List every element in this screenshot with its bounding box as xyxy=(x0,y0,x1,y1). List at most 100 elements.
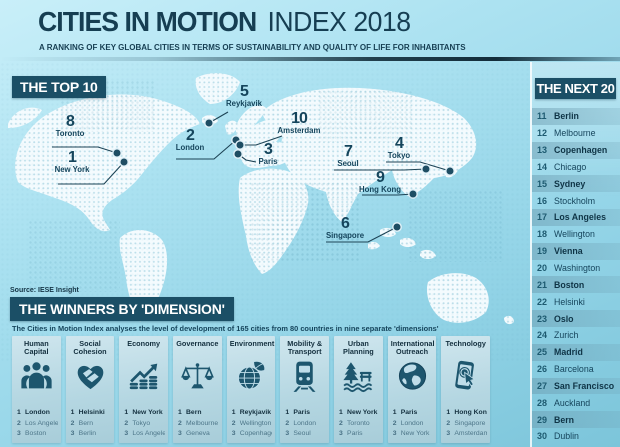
rank-city: Hong Kong xyxy=(454,409,487,417)
rank-number: 2 xyxy=(285,419,290,427)
dimension-rankings: 1 Helsinki 2 Bern 3 Berlin xyxy=(69,408,112,440)
heart-hands-icon xyxy=(74,358,107,394)
city-marker-new-york xyxy=(119,157,129,167)
next20-item-oslo: 23 Oslo xyxy=(532,310,620,327)
dimensions-section-title: THE WINNERS BY 'DIMENSION' xyxy=(10,297,234,321)
ranking-row: 1 Paris xyxy=(391,408,434,419)
city-name: Amsterdam xyxy=(277,126,321,136)
city-name: Vienna xyxy=(554,246,583,257)
rank-number: 14 xyxy=(537,161,548,172)
rank-number: 2 xyxy=(339,419,343,427)
ranking-row: 2 Melbourne xyxy=(176,419,219,430)
dimension-title: Economy xyxy=(127,339,161,348)
phone-touch-icon xyxy=(449,358,482,394)
rank-number: 28 xyxy=(537,397,548,408)
rank-number: 1 xyxy=(124,409,129,417)
header-divider xyxy=(0,57,620,61)
next20-sidebar: THE NEXT 20 11 Berlin 12 Melbourne 13 Copenha… xyxy=(530,62,620,447)
dimensions-subtitle: The Cities in Motion Index analyses the … xyxy=(12,324,439,333)
city-name: Madrid xyxy=(554,347,583,358)
rank-number: 25 xyxy=(537,347,548,358)
ranking-row: 1 Bern xyxy=(176,408,219,419)
dimension-rankings: 1 London 2 Los Angeles 3 Boston xyxy=(15,408,58,440)
city-marker-toronto xyxy=(112,148,122,158)
rank-city: London xyxy=(400,419,424,427)
rank-city: Seoul xyxy=(293,430,311,438)
ranking-row: 3 New York xyxy=(391,429,434,440)
rank-city: London xyxy=(25,409,50,417)
dimension-rankings: 1Reykjavik2Wellington3Copenhagen xyxy=(230,408,273,440)
city-rank: 5 xyxy=(240,83,249,100)
ranking-row: 1 New York xyxy=(337,408,380,419)
rank-number: 2 xyxy=(446,419,451,427)
rank-city: Wellington xyxy=(239,419,272,427)
next20-item-madrid: 25 Madrid xyxy=(532,343,620,361)
next20-item-stockholm: 16 Stockholm xyxy=(532,192,620,209)
dimension-rankings: 1 Bern 2 Melbourne 3 Geneva xyxy=(176,408,219,440)
dimension-title: Environment xyxy=(229,339,275,348)
rank-number: 17 xyxy=(537,212,548,223)
rank-city: Amsterdam xyxy=(454,430,488,438)
dimension-rankings: 1 Paris 2 London 3 New York xyxy=(391,408,434,440)
rank-city: Paris xyxy=(347,430,363,438)
rank-number: 26 xyxy=(537,364,548,375)
rank-city: Berlin xyxy=(78,430,97,438)
next20-item-berlin: 11 Berlin xyxy=(532,108,620,125)
city-label-hong-kong: 9 Hong Kong xyxy=(359,169,401,193)
connector-line-tokyo xyxy=(386,161,451,172)
rank-city: New York xyxy=(132,409,163,417)
source-value: IESE Insight xyxy=(38,287,79,294)
city-name: Sydney xyxy=(554,178,586,189)
rank-city: Paris xyxy=(293,409,310,417)
world-map-svg xyxy=(8,73,514,325)
rank-city: Los Angeles xyxy=(25,419,58,427)
city-name: Barcelona xyxy=(554,364,594,375)
city-name: Seoul xyxy=(337,159,359,169)
rank-number: 29 xyxy=(537,414,548,425)
ranking-row: 2 London xyxy=(283,419,326,430)
city-rank: 10 xyxy=(291,110,308,127)
city-name: Singapore xyxy=(325,231,365,241)
dimension-title: Governance xyxy=(176,339,219,348)
dimension-title: International Outreach xyxy=(390,339,435,357)
globe-leaf-icon xyxy=(235,358,268,394)
city-rank: 4 xyxy=(395,135,404,152)
rank-number: 2 xyxy=(70,419,75,427)
rank-city: Bern xyxy=(186,409,202,417)
city-rank: 9 xyxy=(376,169,385,186)
rank-city: Melbourne xyxy=(186,419,219,427)
rank-city: Toronto xyxy=(347,419,370,427)
ranking-row: 2 Los Angeles xyxy=(15,419,58,430)
dimension-card-environment: Environment 1 Reykjavik 2 Wellington 3 Copenha… xyxy=(226,336,276,443)
rank-number: 3 xyxy=(446,430,451,438)
next20-item-barcelona: 26 Barcelona xyxy=(532,361,620,378)
page-title: CITIES IN MOTION INDEX 2018 xyxy=(38,6,411,38)
city-name: Copenhagen xyxy=(554,145,608,156)
dimension-card-social-cohesion: Social Cohesion 1 Helsinki 2 Bern 3 Berlin xyxy=(65,336,115,443)
city-name: Boston xyxy=(554,279,585,290)
rank-number: 12 xyxy=(537,128,548,139)
dimension-card-urban-planning: Urban Planning 1 New York 2 Toronto 3 Paris xyxy=(334,336,383,443)
city-label-reykjavik: 5 Reykjavik xyxy=(226,83,262,107)
rank-number: 2 xyxy=(178,419,182,427)
city-marker-tokyo xyxy=(445,166,455,176)
rank-city: Helsinki xyxy=(78,409,105,417)
ranking-row: 1 Helsinki xyxy=(69,408,112,419)
rank-number: 3 xyxy=(178,430,182,438)
rank-number: 24 xyxy=(537,330,548,341)
rank-number: 19 xyxy=(537,246,548,257)
next20-item-auckland: 28 Auckland xyxy=(532,394,620,411)
dimension-card-mobility-transport: Mobility & Transport 1 Paris 2 London 3 Seoul xyxy=(280,336,330,443)
rank-number: 3 xyxy=(124,430,129,438)
city-name: Zurich xyxy=(554,330,579,341)
city-rank: 8 xyxy=(66,113,75,130)
city-marker-seoul xyxy=(421,164,431,174)
rank-city: New York xyxy=(400,430,430,438)
next20-item-melbourne: 12 Melbourne xyxy=(532,125,620,142)
rank-number: 1 xyxy=(392,409,397,417)
